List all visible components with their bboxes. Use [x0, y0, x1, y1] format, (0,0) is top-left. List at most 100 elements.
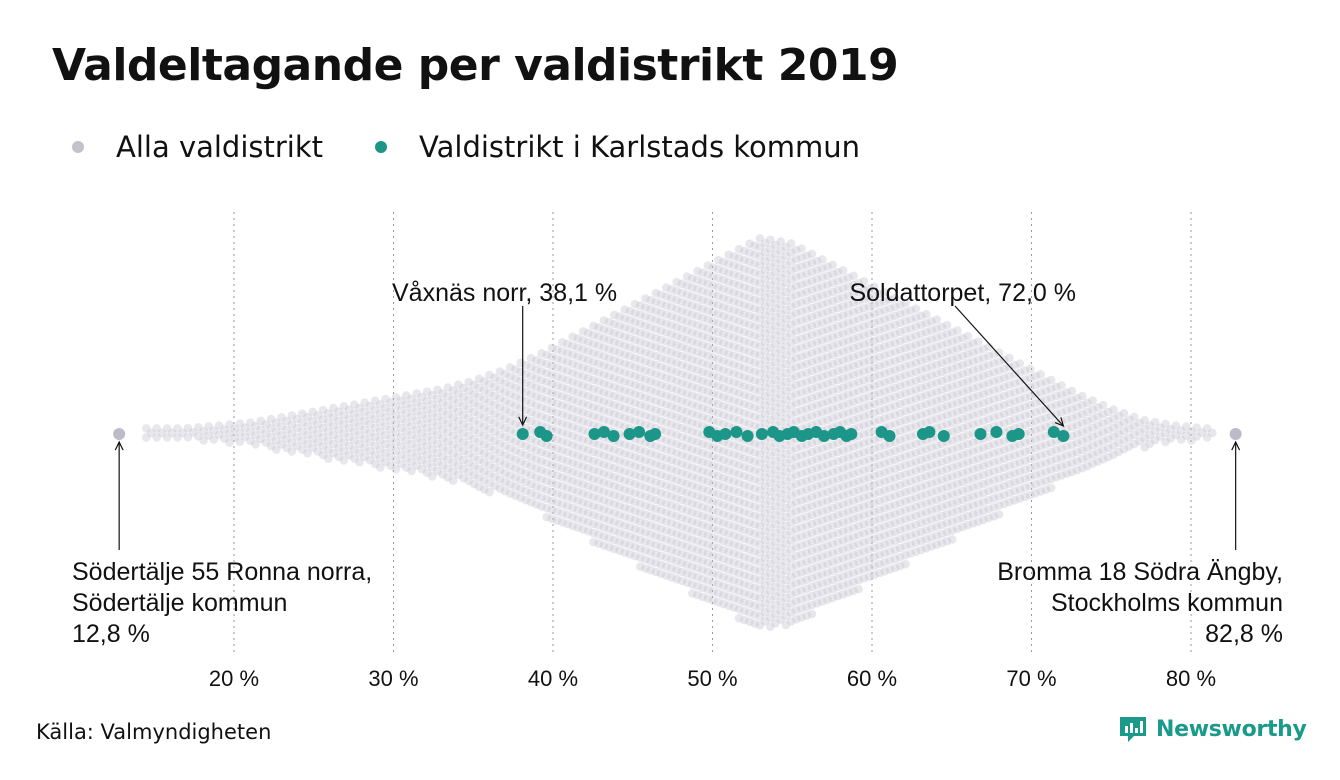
swarm-point: [693, 509, 702, 519]
karlstad-point: [990, 426, 1003, 438]
swarm-point: [776, 300, 785, 309]
swarm-point: [771, 546, 780, 556]
swarm-point: [563, 411, 572, 421]
swarm-point: [698, 511, 707, 521]
swarm-point: [641, 348, 650, 357]
swarm-point: [714, 543, 723, 553]
swarm-point: [646, 377, 655, 386]
swarm-point: [729, 396, 739, 405]
x-tick-label: 80 %: [1166, 666, 1216, 691]
swarm-point: [521, 468, 531, 478]
swarm-point: [781, 269, 791, 279]
swarm-point: [599, 541, 609, 550]
swarm-point: [714, 516, 723, 526]
swarm-point: [500, 441, 510, 451]
swarm-point: [755, 603, 765, 612]
swarm-point: [698, 565, 707, 575]
swarm-point: [641, 411, 650, 420]
swarm-point: [703, 378, 713, 387]
swarm-point: [573, 478, 583, 487]
swarm-point: [303, 448, 312, 458]
swarm-point: [776, 309, 785, 318]
swarm-point: [620, 377, 629, 386]
brand-logo[interactable]: Newsworthy: [1118, 714, 1307, 744]
swarm-point: [797, 577, 806, 586]
swarm-point: [344, 441, 354, 451]
swarm-point: [766, 298, 775, 308]
swarm-point: [802, 251, 811, 260]
swarm-point: [495, 466, 505, 475]
swarm-point: [630, 371, 640, 381]
swarm-point: [677, 513, 687, 523]
swarm-point: [740, 471, 749, 481]
swarm-point: [526, 398, 536, 408]
swarm-point: [573, 523, 583, 532]
swarm-point: [334, 434, 344, 444]
swarm-point: [407, 421, 416, 431]
swarm-point: [646, 503, 655, 512]
swarm-point: [313, 420, 323, 429]
swarm-point: [797, 469, 806, 478]
swarm-point: [521, 396, 531, 406]
swarm-point: [682, 542, 692, 551]
swarm-point: [578, 444, 588, 453]
swarm-point: [417, 410, 427, 420]
swarm-point: [350, 436, 359, 445]
swarm-point: [578, 507, 588, 516]
swarm-point: [142, 424, 151, 433]
swarm-point: [173, 424, 182, 433]
swarm-point: [667, 438, 676, 447]
swarm-point: [428, 391, 437, 400]
swarm-point: [656, 326, 666, 336]
swarm-point: [698, 277, 707, 287]
swarm-point: [542, 359, 551, 369]
swarm-point: [760, 572, 770, 581]
swarm-point: [766, 262, 775, 272]
swarm-point: [1026, 364, 1035, 374]
swarm-point: [771, 447, 780, 457]
swarm-point: [646, 458, 655, 467]
swarm-point: [740, 543, 749, 553]
swarm-point: [662, 418, 671, 427]
swarm-point: [1078, 391, 1087, 401]
swarm-point: [526, 479, 536, 489]
swarm-point: [776, 417, 785, 426]
swarm-point: [620, 548, 629, 557]
swarm-point: [558, 365, 567, 374]
swarm-point: [797, 244, 806, 253]
swarm-point: [734, 577, 744, 587]
swarm-point: [594, 341, 603, 350]
swarm-point: [490, 481, 500, 491]
swarm-point: [573, 334, 583, 343]
swarm-point: [797, 559, 806, 568]
swarm-point: [963, 331, 973, 341]
swarm-point: [526, 425, 536, 435]
swarm-point: [703, 513, 713, 522]
swarm-point: [334, 407, 344, 417]
swarm-point: [740, 390, 749, 400]
swarm-point: [745, 590, 754, 599]
swarm-point: [734, 397, 744, 407]
swarm-point: [740, 318, 749, 328]
swarm-point: [521, 441, 531, 451]
swarm-point: [573, 397, 583, 406]
swarm-point: [584, 454, 593, 464]
swarm-point: [630, 299, 640, 309]
swarm-point: [438, 452, 448, 461]
swarm-point: [495, 475, 505, 484]
swarm-point: [672, 538, 681, 548]
swarm-point: [625, 396, 635, 406]
swarm-point: [667, 402, 676, 411]
swarm-point: [355, 421, 364, 431]
swarm-point: [589, 465, 598, 475]
swarm-point: [786, 482, 796, 491]
swarm-point: [682, 389, 692, 398]
swarm-point: [532, 446, 541, 455]
swarm-point: [724, 538, 733, 547]
swarm-point: [506, 408, 515, 417]
swarm-point: [199, 436, 208, 445]
swarm-point: [636, 319, 645, 329]
swarm-point: [766, 307, 775, 317]
swarm-point: [771, 474, 780, 484]
swarm-point: [599, 442, 609, 451]
